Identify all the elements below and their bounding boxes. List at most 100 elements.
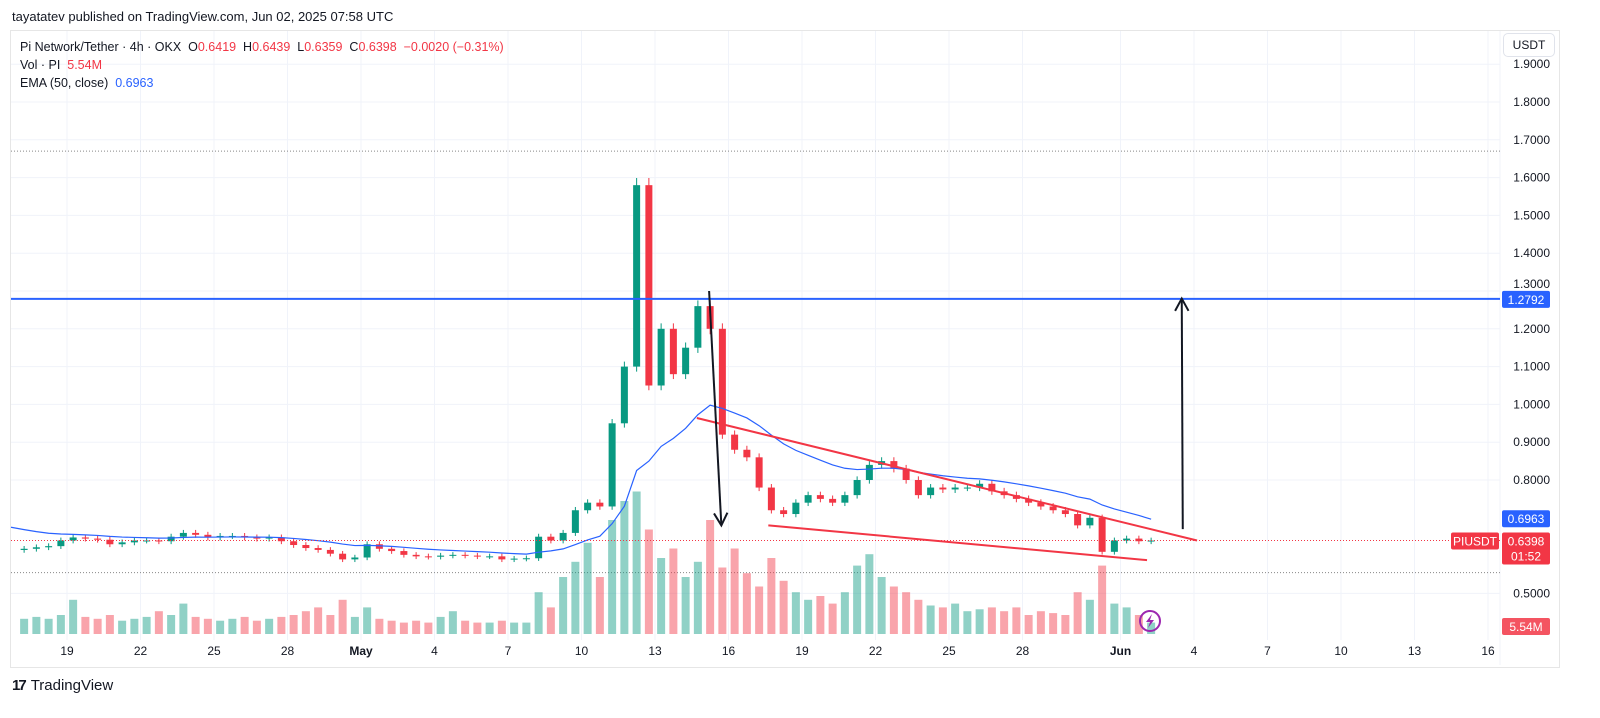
low-label: L xyxy=(297,40,305,54)
volume-bar xyxy=(1110,603,1119,634)
candle-body xyxy=(339,553,347,560)
candle-body xyxy=(755,457,763,488)
candle-body xyxy=(731,434,739,450)
high-label: H xyxy=(243,40,253,54)
close-label: C xyxy=(349,40,359,54)
x-tick-label: 10 xyxy=(575,644,589,658)
volume-bar xyxy=(546,607,555,634)
candle-body xyxy=(669,328,677,375)
candle-body xyxy=(1086,517,1094,526)
volume-value-label-text: 5.54M xyxy=(1509,620,1542,634)
close-value: 0.6398 xyxy=(358,40,397,54)
volume-bar xyxy=(375,618,384,634)
volume-bar xyxy=(608,520,617,634)
volume-bar xyxy=(289,615,298,634)
volume-bar xyxy=(595,577,604,634)
change-value: −0.0020 (−0.31%) xyxy=(403,40,504,54)
volume-bar xyxy=(56,615,65,634)
volume-bar xyxy=(1000,611,1009,634)
volume-bar xyxy=(583,542,592,634)
currency-button[interactable]: USDT xyxy=(1503,33,1555,57)
x-tick-label: 22 xyxy=(134,644,148,658)
volume-bar xyxy=(277,616,286,634)
y-tick-label: 0.9000 xyxy=(1513,435,1550,449)
y-tick-label: 1.7000 xyxy=(1513,133,1550,147)
open-value: 0.6419 xyxy=(197,40,237,54)
volume-bar xyxy=(118,620,127,634)
volume-bar xyxy=(448,611,457,634)
volume-bar xyxy=(154,611,163,634)
candle-body xyxy=(853,480,861,496)
volume-bar xyxy=(730,548,739,634)
candle-body xyxy=(1025,498,1033,503)
volume-bar xyxy=(669,548,678,634)
chart-frame xyxy=(10,30,1560,668)
volume-bar xyxy=(252,620,261,634)
volume-bar xyxy=(301,611,310,634)
volume-bar xyxy=(877,577,886,634)
ema-label[interactable]: EMA (50, close) xyxy=(20,76,109,90)
lightning-icon-bolt xyxy=(1146,614,1154,628)
candle-body xyxy=(694,306,702,348)
volume-bar xyxy=(571,561,580,634)
volume-bar xyxy=(363,607,372,634)
volume-bar xyxy=(681,577,690,634)
volume-value-label-bg xyxy=(1502,618,1550,635)
tradingview-logo[interactable]: 17 TradingView xyxy=(12,677,113,694)
candle-body xyxy=(1098,517,1106,552)
tv-logo-icon: 17 xyxy=(12,677,27,694)
candle-body xyxy=(535,536,543,559)
volume-bar xyxy=(987,607,996,634)
candle-body xyxy=(498,556,506,560)
y-tick-label: 0.8000 xyxy=(1513,473,1550,487)
volume-bar xyxy=(265,618,274,634)
volume-bar xyxy=(44,618,53,634)
volume-bar xyxy=(412,620,421,634)
trendline xyxy=(768,524,1148,562)
x-tick-label: 28 xyxy=(281,644,295,658)
volume-bar xyxy=(228,618,237,634)
candle-body xyxy=(130,540,138,543)
volume-bar xyxy=(779,580,788,634)
y-tick-label: 1.9000 xyxy=(1513,57,1550,71)
candle-body xyxy=(976,483,984,488)
candle-body xyxy=(106,539,114,545)
volume-bar xyxy=(314,607,323,634)
volume-bar xyxy=(889,586,898,634)
x-tick-label: 7 xyxy=(1264,644,1271,658)
volume-bar xyxy=(938,607,947,634)
candle-body xyxy=(645,185,653,386)
volume-bar xyxy=(791,592,800,634)
y-tick-label: 0.5000 xyxy=(1513,586,1550,600)
y-tick-label: 1.4000 xyxy=(1513,246,1550,260)
x-tick-label: 13 xyxy=(1408,644,1422,658)
volume-bar xyxy=(693,561,702,634)
volume-label[interactable]: Vol · PI xyxy=(20,58,61,72)
candle-body xyxy=(314,548,322,550)
volume-bar xyxy=(1024,615,1033,634)
y-tick-label: 1.0000 xyxy=(1513,397,1550,411)
volume-bar xyxy=(1036,611,1045,634)
ema-price-label: 0.6963 xyxy=(1502,510,1550,528)
volume-bar xyxy=(963,611,972,634)
volume-bar xyxy=(93,618,102,634)
volume-bar xyxy=(755,586,764,634)
candle-body xyxy=(1037,502,1045,507)
volume-bar xyxy=(179,603,188,634)
candle-body xyxy=(69,537,77,541)
candle-body xyxy=(767,487,775,511)
volume-bar xyxy=(718,567,727,634)
volume-bar xyxy=(1012,607,1021,634)
volume-bar xyxy=(485,622,494,634)
candle-body xyxy=(522,558,530,560)
symbol-title[interactable]: Pi Network/Tether · 4h · OKX xyxy=(20,40,182,54)
candle-body xyxy=(192,532,200,535)
x-tick-label: 19 xyxy=(795,644,809,658)
level-price-label-text: 1.2792 xyxy=(1508,293,1545,307)
symbol-price-label-text: PIUSDT xyxy=(1453,535,1498,549)
candle-body xyxy=(927,487,935,496)
volume-bar xyxy=(81,616,90,634)
volume-bar xyxy=(387,620,396,634)
volume-bar xyxy=(620,501,629,634)
